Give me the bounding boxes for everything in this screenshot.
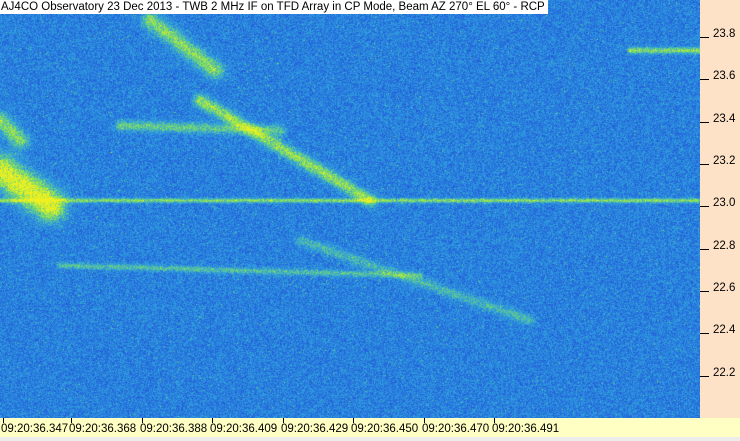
y-tick-label: 23.8: [713, 28, 735, 40]
y-tick: [700, 291, 709, 292]
x-tick-label: 09:20:36.388: [140, 423, 207, 436]
y-tick: [700, 206, 709, 207]
x-tick-label: 09:20:36.368: [69, 423, 136, 436]
spectrogram-window: AJ4CO Observatory 23 Dec 2013 - TWB 2 MH…: [0, 0, 740, 441]
y-tick: [700, 333, 709, 334]
y-tick-label: 23.4: [713, 113, 735, 125]
y-tick: [700, 122, 709, 123]
y-tick: [700, 164, 709, 165]
y-tick-label: 23.6: [713, 70, 735, 82]
chart-title: AJ4CO Observatory 23 Dec 2013 - TWB 2 MH…: [0, 0, 548, 14]
x-tick-label: 09:20:36.347: [1, 423, 68, 436]
y-tick-label: 23.0: [713, 197, 735, 209]
x-tick-label: 09:20:36.470: [422, 423, 489, 436]
x-tick-label: 09:20:36.450: [351, 423, 418, 436]
x-tick-label: 09:20:36.491: [492, 423, 559, 436]
y-tick: [700, 249, 709, 250]
x-axis: 09:20:36.347 09:20:36.368 09:20:36.388 09:2…: [0, 418, 740, 437]
y-tick-label: 22.4: [713, 324, 735, 336]
y-tick: [700, 376, 709, 377]
y-tick-label: 23.2: [713, 155, 735, 167]
x-tick-label: 09:20:36.409: [210, 423, 277, 436]
y-tick: [700, 37, 709, 38]
y-axis: 23.8 23.6 23.4 23.2 23.0 22.8 22.6 22.4 22.2: [700, 0, 740, 418]
x-tick-label: 09:20:36.429: [281, 423, 348, 436]
y-tick: [700, 79, 709, 80]
y-tick-label: 22.6: [713, 282, 735, 294]
y-tick-label: 22.8: [713, 240, 735, 252]
spectrogram-plot: [0, 0, 700, 418]
y-tick-label: 22.2: [713, 367, 735, 379]
